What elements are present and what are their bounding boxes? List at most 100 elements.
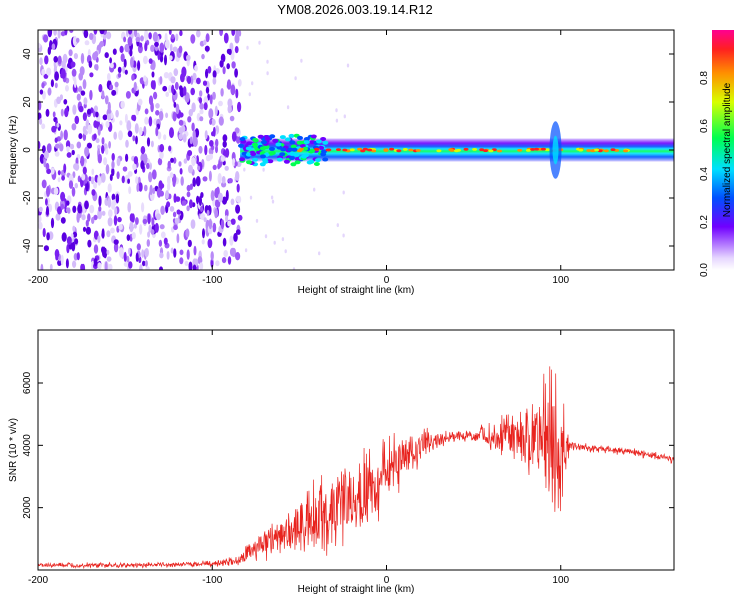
noise-speck <box>235 30 239 38</box>
colorbar-tick-label: 0.4 <box>699 167 710 181</box>
noise-speck <box>191 122 195 132</box>
noise-speck <box>101 137 105 145</box>
band-blob <box>289 140 296 145</box>
noise-speck <box>123 261 129 267</box>
noise-speck <box>132 114 137 122</box>
band-blob <box>290 162 297 167</box>
band-blob <box>252 142 258 147</box>
noise-speck <box>300 58 303 63</box>
noise-speck <box>71 241 76 252</box>
hot-spot <box>534 147 539 151</box>
noise-speck <box>208 218 213 230</box>
noise-speck <box>235 229 241 235</box>
noise-speck <box>105 148 109 155</box>
noise-speck <box>146 137 151 147</box>
hot-spot <box>603 149 609 153</box>
noise-speck <box>162 85 168 92</box>
noise-speck <box>173 101 177 108</box>
spike-core <box>552 135 559 165</box>
band-blob <box>259 146 266 151</box>
noise-speck <box>223 32 229 44</box>
noise-speck <box>95 111 99 118</box>
noise-speck <box>55 213 61 221</box>
noise-speck <box>143 153 148 165</box>
noise-speck <box>50 167 55 175</box>
noise-speck <box>169 127 174 139</box>
noise-speck <box>138 126 143 136</box>
noise-speck <box>82 226 87 232</box>
noise-speck <box>212 70 217 78</box>
noise-speck <box>97 144 101 150</box>
noise-speck <box>111 153 115 161</box>
noise-speck <box>137 98 143 106</box>
noise-speck <box>143 55 148 65</box>
noise-speck <box>144 260 148 267</box>
band-blob <box>322 157 329 162</box>
noise-speck <box>38 221 43 230</box>
noise-speck <box>159 224 165 230</box>
noise-speck <box>159 266 163 270</box>
noise-speck <box>155 126 159 137</box>
noise-speck <box>173 68 179 77</box>
noise-speck <box>235 252 241 261</box>
noise-speck <box>135 36 141 43</box>
band-blob <box>239 157 246 162</box>
noise-speck <box>53 187 59 196</box>
noise-speck <box>115 109 119 118</box>
noise-speck <box>244 248 248 253</box>
band-blob <box>318 145 325 150</box>
noise-speck <box>167 182 171 192</box>
hot-spot <box>525 149 531 152</box>
noise-speck <box>178 133 183 140</box>
noise-speck <box>189 199 193 209</box>
noise-speck <box>178 45 183 54</box>
noise-speck <box>123 36 127 43</box>
noise-speck <box>51 125 57 133</box>
noise-speck <box>113 242 119 253</box>
noise-speck <box>100 172 106 183</box>
noise-speck <box>151 169 157 180</box>
noise-speck <box>215 138 219 148</box>
noise-speck <box>85 181 89 192</box>
band-blob <box>261 140 267 145</box>
noise-speck <box>38 140 41 150</box>
noise-speck <box>117 72 122 78</box>
noise-speck <box>117 216 122 223</box>
snr-series-line <box>38 366 674 570</box>
noise-speck <box>77 175 81 183</box>
noise-speck <box>255 218 259 223</box>
noise-speck <box>60 31 66 37</box>
noise-speck <box>83 130 88 136</box>
noise-speck <box>147 231 151 238</box>
noise-speck <box>122 65 126 74</box>
noise-speck <box>43 158 47 168</box>
noise-speck <box>66 152 72 158</box>
noise-speck <box>208 170 212 182</box>
colorbar-gradient <box>712 30 734 270</box>
noise-speck <box>64 30 68 36</box>
noise-speck <box>97 209 102 220</box>
noise-speck <box>47 46 51 55</box>
noise-speck <box>204 45 210 52</box>
noise-speck <box>163 134 167 141</box>
noise-speck <box>170 157 174 163</box>
noise-speck <box>65 140 71 149</box>
noise-speck <box>68 180 74 189</box>
noise-speck <box>63 129 68 141</box>
noise-speck <box>266 59 269 64</box>
noise-speck <box>49 263 53 270</box>
noise-speck <box>166 201 171 208</box>
noise-speck <box>235 195 240 203</box>
noise-speck <box>204 130 208 140</box>
noise-speck <box>120 53 125 62</box>
band-blob <box>261 157 268 162</box>
heatmap-marks <box>38 30 674 270</box>
noise-speck <box>59 94 64 101</box>
noise-speck <box>180 176 184 186</box>
noise-speck <box>66 200 70 206</box>
noise-speck <box>118 247 124 258</box>
noise-speck <box>38 215 42 223</box>
noise-speck <box>222 140 227 148</box>
noise-speck <box>101 210 106 216</box>
noise-speck <box>202 228 205 239</box>
